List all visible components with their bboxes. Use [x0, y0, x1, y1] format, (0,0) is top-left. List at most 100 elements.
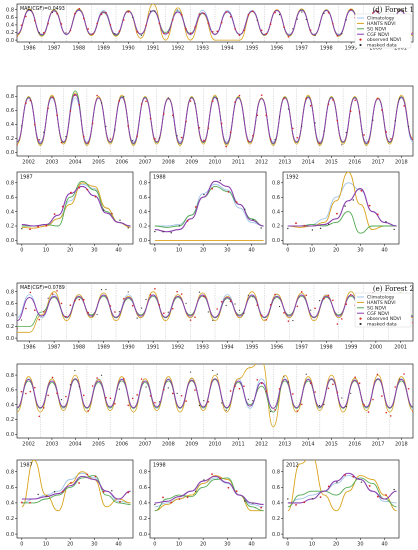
- observed-point: [332, 23, 334, 25]
- x-tick-label: 2000: [370, 46, 383, 52]
- masked-point: [287, 498, 289, 500]
- x-tick-label: 0: [20, 248, 23, 254]
- observed-point: [154, 138, 156, 140]
- observed-point: [109, 305, 112, 307]
- observed-point: [234, 101, 236, 103]
- masked-point: [260, 227, 262, 229]
- plot-frame: [282, 171, 400, 245]
- legend-label: HANTS NDVI: [367, 300, 396, 306]
- masked-point: [132, 140, 134, 142]
- observed-point: [327, 103, 330, 105]
- observed-point: [149, 117, 152, 120]
- masked-point: [323, 403, 325, 406]
- x-tick-label: 1998: [320, 46, 333, 52]
- y-tick-label: 0.0: [6, 150, 14, 156]
- masked-point: [140, 307, 143, 309]
- y-tick-label: 0.0: [6, 532, 14, 538]
- observed-point: [376, 213, 379, 216]
- masked-point: [323, 130, 325, 132]
- observed-point: [186, 220, 189, 222]
- observed-point: [154, 401, 156, 404]
- masked-point: [105, 125, 107, 127]
- observed-point: [163, 113, 165, 115]
- x-tick-label: 1996: [271, 46, 284, 52]
- observed-point: [211, 187, 213, 190]
- observed-point: [127, 491, 130, 494]
- masked-point: [203, 193, 205, 196]
- masked-point: [244, 500, 246, 502]
- observed-point: [96, 377, 98, 379]
- series-line-cgf-ndvi: [154, 180, 264, 233]
- observed-point: [305, 97, 308, 100]
- observed-point: [287, 35, 290, 38]
- observed-point: [25, 307, 27, 310]
- chart-panel-forest2-b: 0.0 0.2 0.4 0.6 0.8 2002 2003 2004 2005 2006 2007 2…: [6, 363, 414, 448]
- masked-point: [311, 497, 314, 500]
- observed-point: [198, 13, 201, 15]
- observed-point: [412, 410, 413, 413]
- masked-point: [17, 396, 18, 398]
- observed-point: [227, 190, 230, 193]
- observed-point: [389, 415, 392, 417]
- x-tick-label: 0: [153, 248, 156, 254]
- observed-point: [69, 304, 72, 306]
- x-tick-label: 2008: [162, 442, 175, 448]
- observed-point: [389, 138, 392, 140]
- observed-point: [136, 31, 138, 33]
- year-label: 1992: [286, 175, 299, 181]
- observed-point: [78, 103, 81, 106]
- observed-point: [176, 290, 178, 293]
- masked-point: [243, 312, 245, 314]
- masked-point: [145, 298, 147, 301]
- observed-point: [269, 138, 272, 141]
- observed-point: [234, 28, 236, 30]
- chart-panel-forest1-y1992: 0.0 0.2 0.4 0.6 0.8 0 10 20 30 40 1992: [272, 171, 400, 254]
- series-line-cgf-ndvi: [287, 188, 397, 227]
- observed-point: [33, 309, 36, 312]
- masked-point: [352, 199, 354, 201]
- chart-panel-forest1-y1988: 0.0 0.2 0.4 0.6 0.8 0 10 20 30 40 1988: [139, 171, 267, 254]
- masked-point: [393, 488, 395, 491]
- y-tick-label: 0.8: [272, 469, 280, 475]
- observed-point: [82, 17, 85, 20]
- x-tick-label: 2010: [209, 160, 222, 166]
- observed-point: [265, 390, 267, 393]
- observed-point: [82, 298, 85, 301]
- observed-point: [345, 303, 348, 306]
- observed-point: [45, 224, 48, 227]
- observed-point: [149, 293, 152, 296]
- masked-point: [216, 373, 218, 375]
- y-tick-label: 0.4: [139, 209, 147, 215]
- observed-point: [25, 392, 27, 395]
- x-tick-label: 1999: [345, 345, 358, 351]
- masked-point: [350, 392, 352, 394]
- x-tick-label: 2005: [92, 442, 105, 448]
- observed-point: [368, 485, 371, 487]
- observed-point: [20, 24, 23, 27]
- masked-point: [305, 373, 307, 375]
- observed-point: [238, 34, 241, 37]
- x-tick-label: 1993: [196, 345, 209, 351]
- observed-point: [185, 120, 187, 123]
- observed-point: [403, 105, 405, 107]
- observed-point: [74, 94, 76, 97]
- x-tick-label: 10: [309, 542, 315, 548]
- x-tick-label: 2013: [279, 160, 292, 166]
- y-tick-label: 0.2: [6, 224, 14, 230]
- observed-point: [314, 391, 316, 393]
- observed-point: [118, 100, 121, 102]
- observed-point: [203, 12, 205, 15]
- masked-point: [270, 410, 272, 413]
- observed-point: [287, 320, 290, 322]
- masked-point: [92, 315, 94, 317]
- x-tick-label: 1992: [172, 345, 185, 351]
- observed-point: [229, 390, 232, 392]
- observed-point: [358, 382, 361, 384]
- observed-point: [336, 391, 339, 393]
- observed-point: [269, 23, 272, 25]
- x-tick-label: 2018: [395, 442, 408, 448]
- masked-point: [53, 491, 56, 493]
- observed-point: [60, 302, 63, 305]
- series-line-hants-ndvi: [287, 172, 397, 231]
